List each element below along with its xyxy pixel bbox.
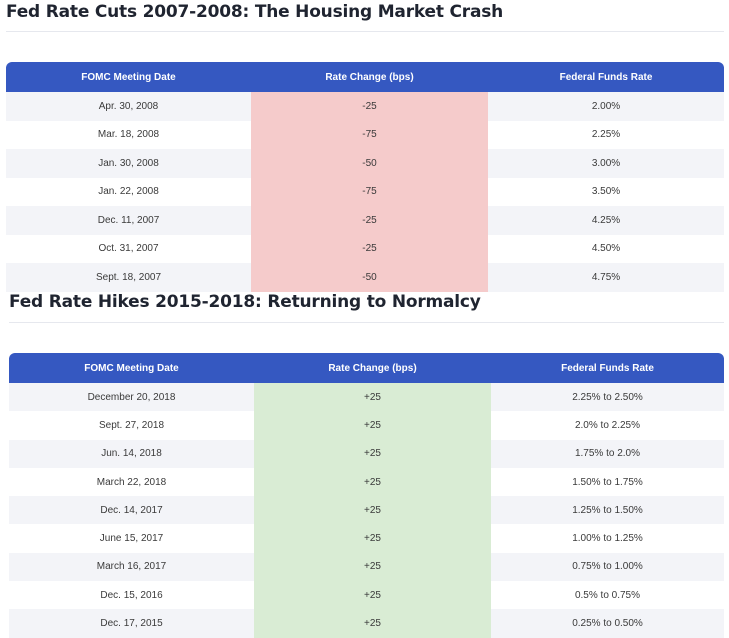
table-row: Dec. 15, 2016 +25 0.5% to 0.75% (9, 581, 724, 610)
cell-funds-rate: 4.25% (488, 206, 724, 235)
cell-funds-rate: 4.50% (488, 234, 724, 263)
cell-funds-rate: 2.25% to 2.50% (491, 383, 724, 412)
cell-rate-change: +25 (254, 383, 491, 412)
table-row: Jan. 22, 2008 -75 3.50% (6, 177, 724, 206)
cell-funds-rate: 3.00% (488, 149, 724, 178)
rate-hikes-title: Fed Rate Hikes 2015-2018: Returning to N… (9, 292, 481, 312)
cell-date: Dec. 15, 2016 (9, 581, 254, 610)
cell-date: Oct. 31, 2007 (6, 234, 251, 263)
cell-date: Dec. 17, 2015 (9, 609, 254, 638)
cell-date: March 22, 2018 (9, 467, 254, 497)
cell-rate-change: +25 (254, 411, 491, 440)
cell-rate-change: +25 (254, 467, 491, 497)
column-header-funds-rate: Federal Funds Rate (488, 62, 724, 92)
table-row: June 15, 2017 +25 1.00% to 1.25% (9, 524, 724, 553)
cell-rate-change: -25 (251, 234, 488, 263)
cell-rate-change: +25 (254, 581, 491, 610)
table-row: Sept. 18, 2007 -50 4.75% (6, 263, 724, 292)
cell-rate-change: -50 (251, 149, 488, 178)
table-row: March 22, 2018 +25 1.50% to 1.75% (9, 467, 724, 497)
table-header-row: FOMC Meeting Date Rate Change (bps) Fede… (9, 353, 724, 383)
cell-date: Sept. 18, 2007 (6, 263, 251, 292)
title-divider (6, 31, 724, 32)
cell-funds-rate: 1.00% to 1.25% (491, 524, 724, 553)
cell-date: Jan. 30, 2008 (6, 149, 251, 178)
cell-rate-change: +25 (254, 524, 491, 553)
cell-funds-rate: 2.0% to 2.25% (491, 411, 724, 440)
cell-rate-change: -25 (251, 92, 488, 121)
cell-funds-rate: 4.75% (488, 263, 724, 292)
table-row: Mar. 18, 2008 -75 2.25% (6, 120, 724, 149)
cell-funds-rate: 0.75% to 1.00% (491, 552, 724, 582)
rate-cuts-title: Fed Rate Cuts 2007-2008: The Housing Mar… (6, 2, 504, 22)
table-row: December 20, 2018 +25 2.25% to 2.50% (9, 383, 724, 412)
cell-rate-change: -75 (251, 177, 488, 206)
rate-cuts-body: Apr. 30, 2008 -25 2.00% Mar. 18, 2008 -7… (6, 92, 724, 292)
cell-funds-rate: 1.75% to 2.0% (491, 439, 724, 468)
table-row: March 16, 2017 +25 0.75% to 1.00% (9, 552, 724, 582)
table-row: Sept. 27, 2018 +25 2.0% to 2.25% (9, 411, 724, 440)
cell-funds-rate: 1.50% to 1.75% (491, 467, 724, 497)
cell-date: Apr. 30, 2008 (6, 92, 251, 121)
table-row: Jun. 14, 2018 +25 1.75% to 2.0% (9, 439, 724, 468)
column-header-rate-change: Rate Change (bps) (254, 353, 491, 383)
column-header-rate-change: Rate Change (bps) (251, 62, 488, 92)
title-divider (9, 322, 724, 323)
cell-rate-change: +25 (254, 439, 491, 468)
cell-funds-rate: 1.25% to 1.50% (491, 496, 724, 525)
cell-date: June 15, 2017 (9, 524, 254, 553)
cell-date: Dec. 14, 2017 (9, 496, 254, 525)
rate-hikes-table: FOMC Meeting Date Rate Change (bps) Fede… (9, 353, 724, 638)
cell-rate-change: -75 (251, 120, 488, 149)
cell-rate-change: +25 (254, 609, 491, 638)
cell-date: Jun. 14, 2018 (9, 439, 254, 468)
column-header-date: FOMC Meeting Date (9, 353, 254, 383)
cell-rate-change: +25 (254, 552, 491, 582)
cell-date: Dec. 11, 2007 (6, 206, 251, 235)
cell-funds-rate: 2.25% (488, 120, 724, 149)
cell-funds-rate: 0.5% to 0.75% (491, 581, 724, 610)
rate-hikes-body: December 20, 2018 +25 2.25% to 2.50% Sep… (9, 383, 724, 638)
cell-date: Mar. 18, 2008 (6, 120, 251, 149)
column-header-funds-rate: Federal Funds Rate (491, 353, 724, 383)
table-row: Dec. 17, 2015 +25 0.25% to 0.50% (9, 609, 724, 638)
table-row: Dec. 14, 2017 +25 1.25% to 1.50% (9, 496, 724, 525)
table-row: Dec. 11, 2007 -25 4.25% (6, 206, 724, 235)
cell-rate-change: -50 (251, 263, 488, 292)
cell-funds-rate: 2.00% (488, 92, 724, 121)
table-row: Oct. 31, 2007 -25 4.50% (6, 234, 724, 263)
column-header-date: FOMC Meeting Date (6, 62, 251, 92)
cell-rate-change: +25 (254, 496, 491, 525)
table-row: Jan. 30, 2008 -50 3.00% (6, 149, 724, 178)
table-header-row: FOMC Meeting Date Rate Change (bps) Fede… (6, 62, 724, 92)
cell-rate-change: -25 (251, 206, 488, 235)
rate-cuts-table: FOMC Meeting Date Rate Change (bps) Fede… (6, 62, 724, 292)
cell-date: Sept. 27, 2018 (9, 411, 254, 440)
cell-funds-rate: 0.25% to 0.50% (491, 609, 724, 638)
cell-funds-rate: 3.50% (488, 177, 724, 206)
cell-date: Jan. 22, 2008 (6, 177, 251, 206)
table-row: Apr. 30, 2008 -25 2.00% (6, 92, 724, 121)
cell-date: December 20, 2018 (9, 383, 254, 412)
cell-date: March 16, 2017 (9, 552, 254, 582)
